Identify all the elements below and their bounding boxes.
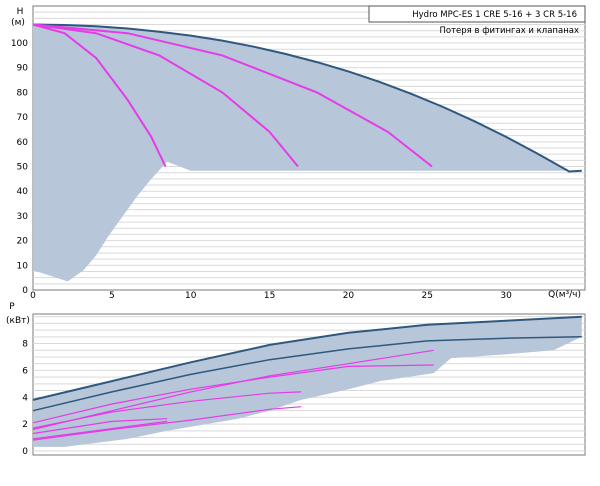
head-x-tick-labels: 0 5 10 15 20 25 30: [30, 291, 512, 301]
power-curve-2: [32, 364, 434, 424]
head-y-tick: 80: [17, 88, 29, 98]
head-y-tick: 70: [17, 113, 29, 123]
head-y-axis-label: H: [17, 7, 24, 17]
legend-box: Hydro MPC-ES 1 CRE 5-16 + 3 CR 5-16 Поте…: [368, 5, 586, 36]
head-x-tick: 15: [264, 291, 275, 301]
power-pump-curves: [32, 336, 582, 441]
head-y-tick-labels: 0 10 20 30 40 50 60 70 80 90 100: [11, 39, 28, 296]
head-x-tick: 20: [343, 291, 355, 301]
head-envelope-area: [33, 24, 582, 282]
head-pump-curve-3: [32, 23, 433, 168]
power-envelope-edge: [32, 315, 582, 401]
head-y-tick: 40: [17, 187, 29, 197]
power-y-tick: 2: [22, 420, 28, 430]
head-y-tick: 100: [11, 39, 28, 49]
head-pump-curves: [32, 23, 433, 168]
power-y-tick: 8: [22, 340, 28, 350]
head-x-tick: 10: [185, 291, 197, 301]
head-y-tick: 20: [17, 237, 29, 247]
head-x-axis-label: Q(м³/ч): [548, 290, 581, 300]
legend-subtitle: Потеря в фитингах и клапанах: [440, 26, 580, 36]
power-y-tick: 0: [22, 447, 28, 457]
power-y-tick: 4: [22, 393, 28, 403]
power-y-tick: 6: [22, 366, 28, 376]
head-x-tick: 0: [30, 291, 36, 301]
head-x-tick: 25: [422, 291, 433, 301]
head-x-tick: 30: [500, 291, 512, 301]
head-y-tick: 90: [17, 64, 29, 74]
power-curve-1: [32, 336, 582, 412]
power-curve-4: [32, 418, 168, 435]
head-y-tick: 60: [17, 138, 29, 148]
power-y-axis-label: P: [9, 302, 15, 312]
power-y-axis-unit: (кВт): [6, 316, 30, 326]
head-x-tick: 5: [109, 291, 115, 301]
head-y-tick: 50: [17, 163, 29, 173]
head-y-tick: 0: [22, 286, 28, 296]
power-curve-5: [32, 406, 302, 441]
head-pump-curve-1: [32, 23, 167, 167]
legend-title: Hydro MPC-ES 1 CRE 5-16 + 3 CR 5-16: [412, 10, 577, 20]
head-chart: 0 10 20 30 40 50 60 70 80 90 100 0 5 10 15 20 25 30 H (м…: [11, 5, 586, 301]
head-envelope-edge: [32, 23, 582, 173]
legend-box-frame: [368, 5, 586, 23]
head-y-axis-unit: (м): [11, 18, 25, 28]
power-envelope-area: [33, 316, 582, 447]
power-y-tick-labels: 0 2 4 6 8: [22, 340, 28, 457]
power-chart: 0 2 4 6 8 P (кВт): [6, 302, 586, 457]
head-pump-curve-2: [32, 23, 299, 168]
power-curve-7: [32, 349, 434, 431]
head-y-tick: 10: [17, 261, 29, 271]
head-y-tick: 30: [17, 212, 29, 222]
power-curve-6: [32, 420, 168, 440]
